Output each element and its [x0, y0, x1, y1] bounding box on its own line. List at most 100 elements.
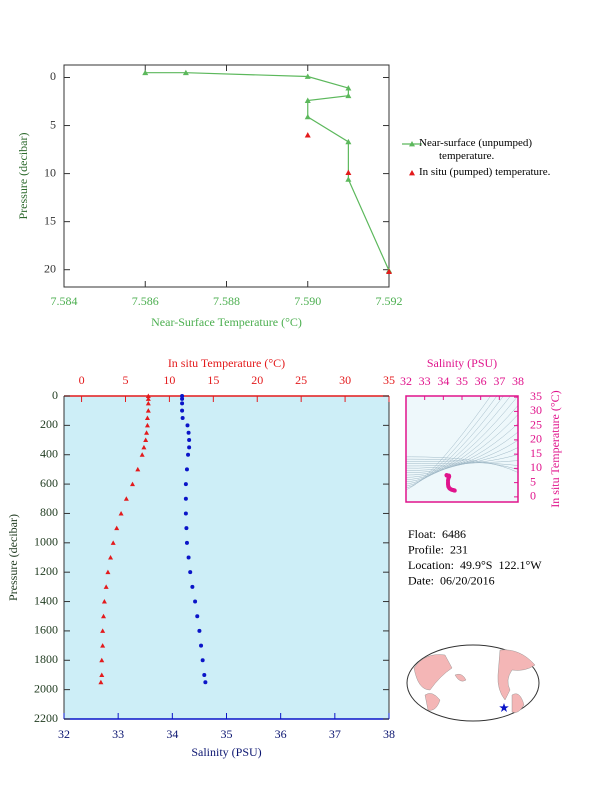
- marker: [101, 599, 107, 604]
- marker: [114, 525, 120, 531]
- x-tick-label: 32: [400, 374, 412, 388]
- y-tick-label: 10: [530, 460, 542, 474]
- marker: [100, 643, 106, 648]
- y-tick-label: 600: [40, 476, 58, 490]
- marker: [130, 481, 136, 487]
- density-contour: [406, 396, 511, 485]
- x-tick-label: 37: [493, 374, 505, 388]
- marker: [188, 570, 193, 575]
- y-tick-label: 15: [44, 213, 56, 227]
- y-tick-label: 1800: [34, 652, 58, 666]
- density-contour: [406, 396, 491, 490]
- plot-background: [64, 396, 389, 719]
- legend-entry: Near-surface (unpumped) temperature.: [419, 137, 533, 162]
- density-contours: [406, 396, 518, 490]
- x2-tick-label: 15: [207, 373, 219, 387]
- marker: [186, 555, 191, 560]
- marker: [145, 408, 151, 413]
- marker: [145, 396, 151, 401]
- marker: [183, 482, 188, 487]
- info-line: Date: 06/20/2016: [408, 573, 495, 587]
- x2-tick-label: 0: [79, 373, 85, 387]
- marker: [144, 415, 150, 421]
- marker: [187, 445, 192, 450]
- y-axis-label: Pressure (decibar): [16, 133, 30, 220]
- x2-tick-label: 10: [163, 373, 175, 387]
- x2-tick-label: 30: [339, 373, 351, 387]
- marker: [99, 657, 105, 663]
- x-tick-label: 34: [437, 374, 449, 388]
- marker: [199, 643, 204, 648]
- y-tick-label: 10: [44, 165, 56, 179]
- world-map: [406, 644, 540, 722]
- marker: [105, 569, 111, 575]
- y-tick-label: 30: [530, 403, 542, 417]
- marker: [304, 97, 311, 103]
- marker: [190, 584, 195, 589]
- plot-frame: [63, 64, 390, 288]
- marker: [200, 658, 205, 663]
- y-tick-label: 20: [44, 261, 56, 275]
- x-tick-label: 7.590: [294, 294, 321, 308]
- marker: [304, 113, 311, 120]
- x-tick-label: 35: [221, 727, 233, 741]
- y-tick-label: 0: [50, 69, 56, 83]
- info-line: Profile: 231: [408, 542, 468, 556]
- marker: [143, 437, 149, 443]
- y-tick-label: 15: [530, 446, 542, 460]
- marker: [145, 400, 151, 406]
- marker: [345, 138, 352, 145]
- marker: [98, 679, 104, 685]
- marker: [180, 401, 185, 406]
- legend-label: Near-surface (unpumped) temperature.: [419, 137, 533, 162]
- marker: [183, 496, 188, 501]
- x-tick-label: 7.584: [51, 294, 78, 308]
- marker: [135, 466, 141, 472]
- marker: [304, 73, 311, 79]
- y-tick-label: 20: [530, 432, 542, 446]
- marker: [99, 672, 105, 677]
- y-tick-label: 200: [40, 417, 58, 431]
- marker: [180, 408, 185, 413]
- x-axis-label: Near-Surface Temperature (°C): [151, 315, 302, 329]
- marker: [184, 540, 189, 545]
- x-tick-label: 36: [475, 374, 487, 388]
- y-tick-label: 5: [50, 117, 56, 131]
- legend-label: In situ (pumped) temperature.: [419, 166, 551, 178]
- marker: [184, 467, 189, 472]
- marker: [108, 555, 114, 560]
- marker: [144, 430, 150, 435]
- info-line: Float: 6486: [408, 527, 466, 541]
- ts-point: [452, 488, 457, 493]
- marker: [203, 680, 208, 685]
- x-tick-label: 7.586: [132, 294, 159, 308]
- y-tick-label: 2200: [34, 711, 58, 725]
- density-contour: [406, 447, 518, 469]
- marker: [180, 394, 185, 398]
- series-line: [145, 72, 390, 271]
- y-axis-label: Pressure (decibar): [6, 514, 20, 601]
- x-tick-label: 38: [512, 374, 524, 388]
- marker: [345, 176, 352, 182]
- density-contour: [406, 456, 518, 473]
- marker: [100, 628, 106, 633]
- marker: [123, 496, 129, 501]
- marker: [386, 268, 392, 275]
- x-tick-label: 37: [329, 727, 341, 741]
- y-tick-label: 35: [530, 389, 542, 403]
- marker: [186, 430, 191, 435]
- marker: [103, 584, 109, 589]
- density-contour: [406, 439, 518, 471]
- y-tick-label: 5: [530, 474, 536, 488]
- y-tick-label: 1400: [34, 593, 58, 607]
- legend-marker: [409, 170, 415, 176]
- x-tick-label: 35: [456, 374, 468, 388]
- legend-marker: [409, 141, 415, 147]
- density-contour: [406, 458, 518, 470]
- marker: [182, 69, 189, 76]
- marker: [187, 438, 192, 443]
- y-tick-label: 1000: [34, 535, 58, 549]
- y-tick-label: 0: [530, 489, 536, 503]
- x-tick-label: 33: [419, 374, 431, 388]
